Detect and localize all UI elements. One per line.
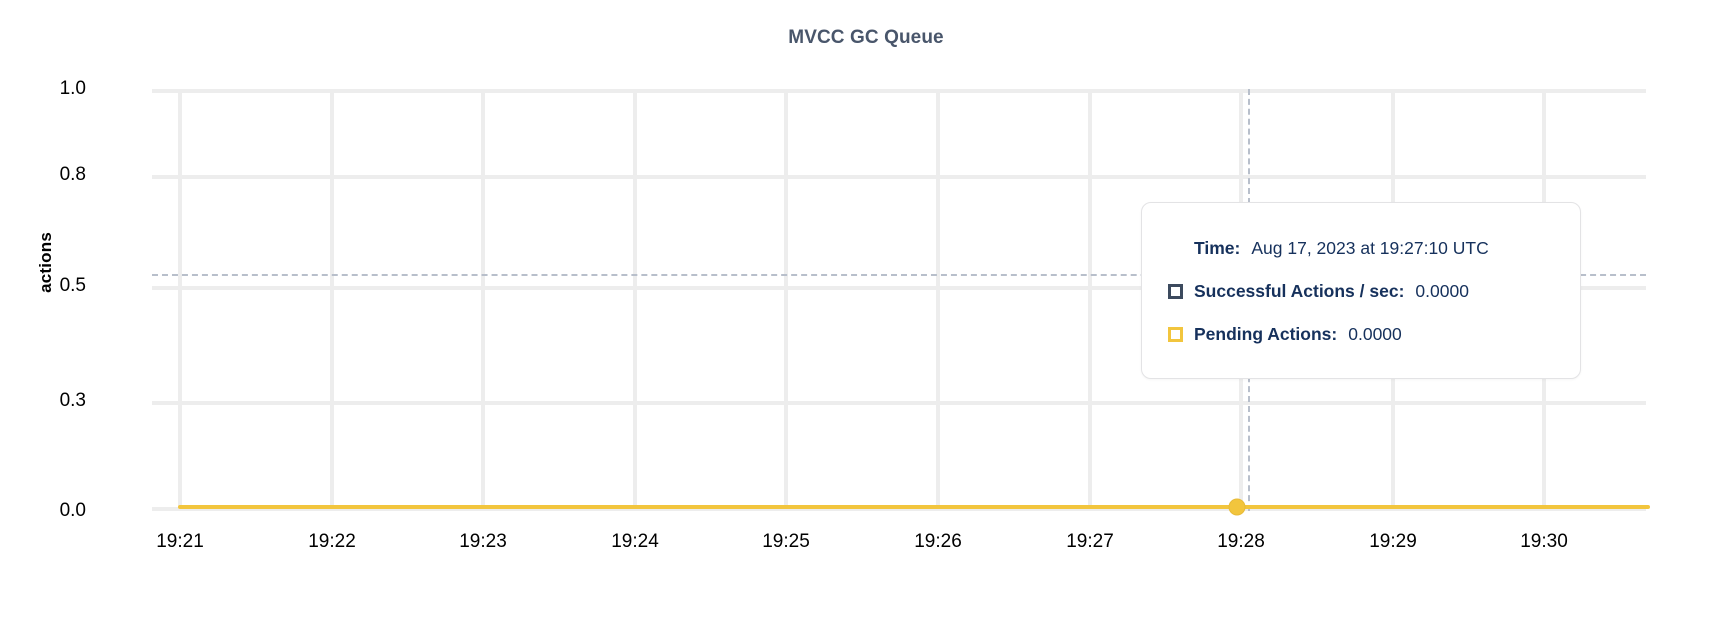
gridline-vertical [784, 93, 788, 511]
y-tick-label: 0.3 [59, 390, 86, 411]
y-tick-label: 0.5 [59, 275, 86, 296]
hover-point-marker [1228, 498, 1246, 516]
tooltip-row-pending-actions: Pending Actions: 0.0000 [1168, 313, 1554, 356]
tooltip-successful-actions-label: Successful Actions / sec: [1194, 281, 1405, 301]
y-tick-label: 0.8 [59, 164, 86, 185]
x-tick-label: 19:21 [156, 531, 204, 552]
legend-swatch-pending-actions-icon [1168, 327, 1183, 342]
x-tick-label: 19:27 [1066, 531, 1114, 552]
gridline-vertical [481, 93, 485, 511]
x-tick-label: 19:25 [762, 531, 810, 552]
crosshair-horizontal [152, 274, 1646, 276]
tooltip-pending-actions-value: 0.0000 [1348, 324, 1402, 344]
x-tick-label: 19:23 [459, 531, 507, 552]
tooltip-pending-actions-label: Pending Actions: [1194, 324, 1338, 344]
x-tick-label: 19:22 [308, 531, 356, 552]
gridline-vertical [330, 93, 334, 511]
tooltip-time-label: Time: [1194, 238, 1241, 258]
gridline-vertical [178, 93, 182, 511]
tooltip-row-successful-actions: Successful Actions / sec: 0.0000 [1168, 270, 1554, 313]
x-tick-label: 19:28 [1217, 531, 1265, 552]
gridline-vertical [633, 93, 637, 511]
gridline-horizontal [152, 507, 1646, 511]
legend-swatch-successful-actions-icon [1168, 284, 1183, 299]
x-tick-label: 19:29 [1369, 531, 1417, 552]
chart-title: MVCC GC Queue [788, 27, 944, 48]
gridline-horizontal [152, 401, 1646, 405]
y-tick-label: 1.0 [59, 78, 86, 99]
x-tick-label: 19:24 [611, 531, 659, 552]
swatch-placeholder-icon [1168, 241, 1183, 256]
gridline-horizontal [152, 286, 1646, 290]
tooltip-time-value: Aug 17, 2023 at 19:27:10 UTC [1251, 238, 1489, 258]
gridline-horizontal [152, 89, 1646, 93]
tooltip-successful-actions-value: 0.0000 [1415, 281, 1469, 301]
series-line-pending-actions [178, 505, 1650, 509]
gridline-horizontal [152, 175, 1646, 179]
gridline-vertical [936, 93, 940, 511]
x-tick-label: 19:26 [914, 531, 962, 552]
tooltip-row-time: Time: Aug 17, 2023 at 19:27:10 UTC [1168, 227, 1554, 270]
y-tick-label: 0.0 [59, 500, 86, 521]
hover-tooltip: Time: Aug 17, 2023 at 19:27:10 UTC Succe… [1141, 202, 1581, 379]
x-tick-label: 19:30 [1520, 531, 1568, 552]
gridline-vertical [1088, 93, 1092, 511]
